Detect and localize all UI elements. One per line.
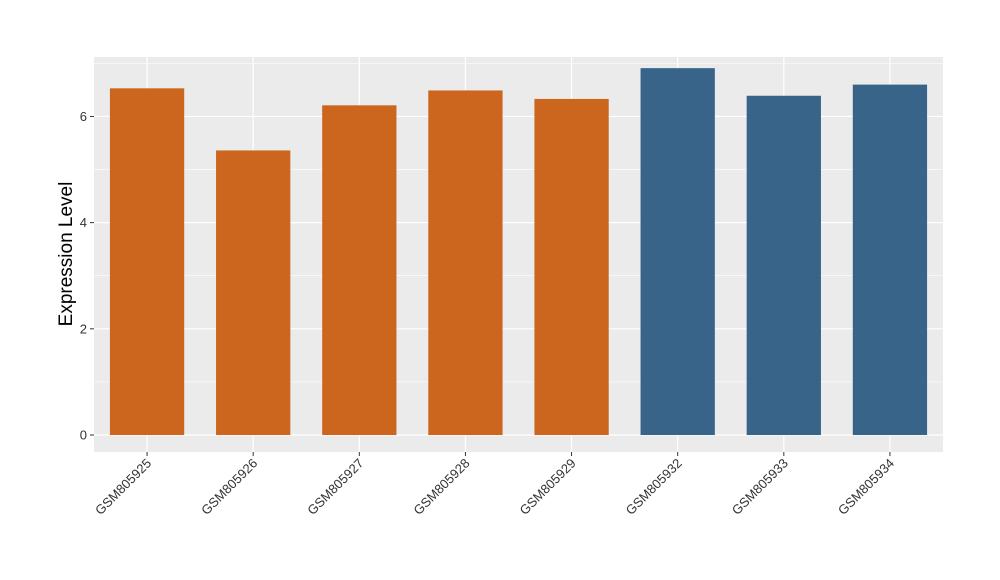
x-tick-label: GSM805925 [92, 456, 154, 518]
bar-GSM805925 [109, 88, 185, 436]
y-tick-label: 4 [80, 215, 87, 230]
x-tick-label: GSM805929 [516, 456, 578, 518]
x-tick-label: GSM805928 [410, 456, 472, 518]
bar-GSM805927 [322, 105, 397, 436]
bar-GSM805929 [534, 98, 609, 436]
y-axis-title: Expression Level [56, 182, 77, 327]
y-axis: 0 2 4 6 [80, 109, 94, 443]
x-tick-label: GSM805934 [835, 456, 897, 518]
x-tick-label: GSM805933 [729, 456, 791, 518]
bar-GSM805933 [746, 95, 821, 436]
y-tick-label: 0 [80, 428, 87, 443]
bar-GSM805926 [216, 150, 291, 436]
y-tick-label: 2 [80, 321, 87, 336]
y-tick-label: 6 [80, 109, 87, 124]
x-tick-label: GSM805927 [304, 456, 366, 518]
bar-GSM805928 [428, 90, 503, 436]
bar-GSM805934 [852, 84, 928, 436]
x-axis: GSM805925 GSM805926 GSM805927 GSM805928 GSM8… [92, 452, 897, 518]
bar-GSM805932 [640, 68, 715, 436]
x-tick-label: GSM805932 [623, 456, 685, 518]
x-tick-label: GSM805926 [198, 456, 260, 518]
bars-group [109, 68, 928, 436]
